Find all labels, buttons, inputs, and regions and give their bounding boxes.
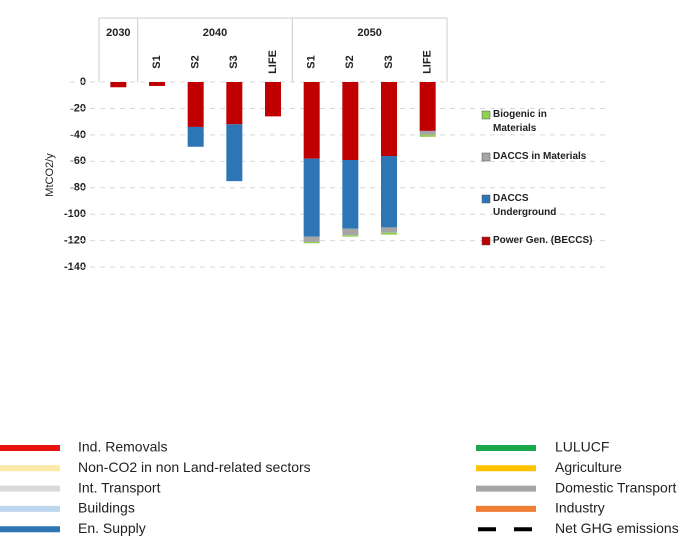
group-label: 2050 — [357, 27, 381, 39]
x-tick-label: S2 — [344, 55, 356, 68]
group-label: 2030 — [106, 27, 130, 39]
bar-segment — [342, 159, 359, 229]
x-tick-label: S1 — [306, 55, 318, 68]
legend-label: Agriculture — [555, 459, 622, 475]
bar-segment — [303, 236, 320, 242]
legend-label: LULUCF — [555, 439, 609, 455]
y-axis-label: MtCO2/y — [44, 153, 56, 197]
y-tick-label: -60 — [70, 155, 86, 167]
bar-segment — [303, 241, 320, 244]
x-tick-label: LIFE — [267, 50, 279, 74]
bar-segment — [342, 235, 359, 237]
bar-segment — [226, 124, 243, 182]
x-tick-label: S3 — [228, 55, 240, 68]
group-label: 2040 — [203, 27, 227, 39]
bar-segment — [419, 134, 436, 137]
legend-label: Non-CO2 in non Land-related sectors — [78, 459, 311, 475]
legend-label: Power Gen. (BECCS) — [493, 235, 593, 246]
bar-segment — [419, 82, 436, 131]
legend-swatch — [481, 110, 491, 120]
legend-label: Ind. Removals — [78, 439, 167, 455]
bar-segment — [303, 82, 320, 159]
bar-segment — [381, 232, 397, 235]
bar-segment — [342, 82, 359, 160]
legend-label: Net GHG emissions — [555, 520, 679, 536]
bar-segment — [342, 228, 359, 236]
legend-swatch — [481, 152, 491, 162]
bar-segment — [265, 82, 281, 117]
legend-label: En. Supply — [78, 520, 146, 536]
legend-swatch — [481, 236, 491, 246]
x-tick-label: S2 — [190, 55, 202, 68]
x-tick-label: S3 — [383, 55, 395, 68]
x-tick-label: S1 — [151, 55, 163, 68]
legend-label: Biogenic in Materials — [493, 109, 547, 134]
bar-segment — [381, 227, 397, 233]
bar-segment — [303, 158, 320, 237]
bar-segment — [226, 82, 243, 125]
bar-segment — [419, 130, 436, 135]
legend-swatch — [481, 194, 491, 204]
bar-segment — [381, 82, 397, 157]
y-tick-label: -40 — [70, 129, 86, 141]
legend-label: DACCS Underground — [493, 193, 557, 218]
bar-segment — [149, 82, 165, 86]
legend-label: Int. Transport — [78, 479, 161, 495]
x-tick-label: LIFE — [422, 50, 434, 74]
legend-label: Industry — [555, 500, 605, 516]
y-tick-label: -80 — [70, 182, 86, 194]
legend-label: Buildings — [78, 500, 135, 516]
bar-segment — [187, 126, 204, 147]
bar-segment — [110, 82, 127, 88]
bar-segment — [381, 156, 397, 228]
bar-segment — [187, 82, 204, 127]
legend-label: Domestic Transport — [555, 479, 676, 495]
legend-label: DACCS in Materials — [493, 151, 587, 162]
y-tick-label: -20 — [70, 102, 86, 114]
